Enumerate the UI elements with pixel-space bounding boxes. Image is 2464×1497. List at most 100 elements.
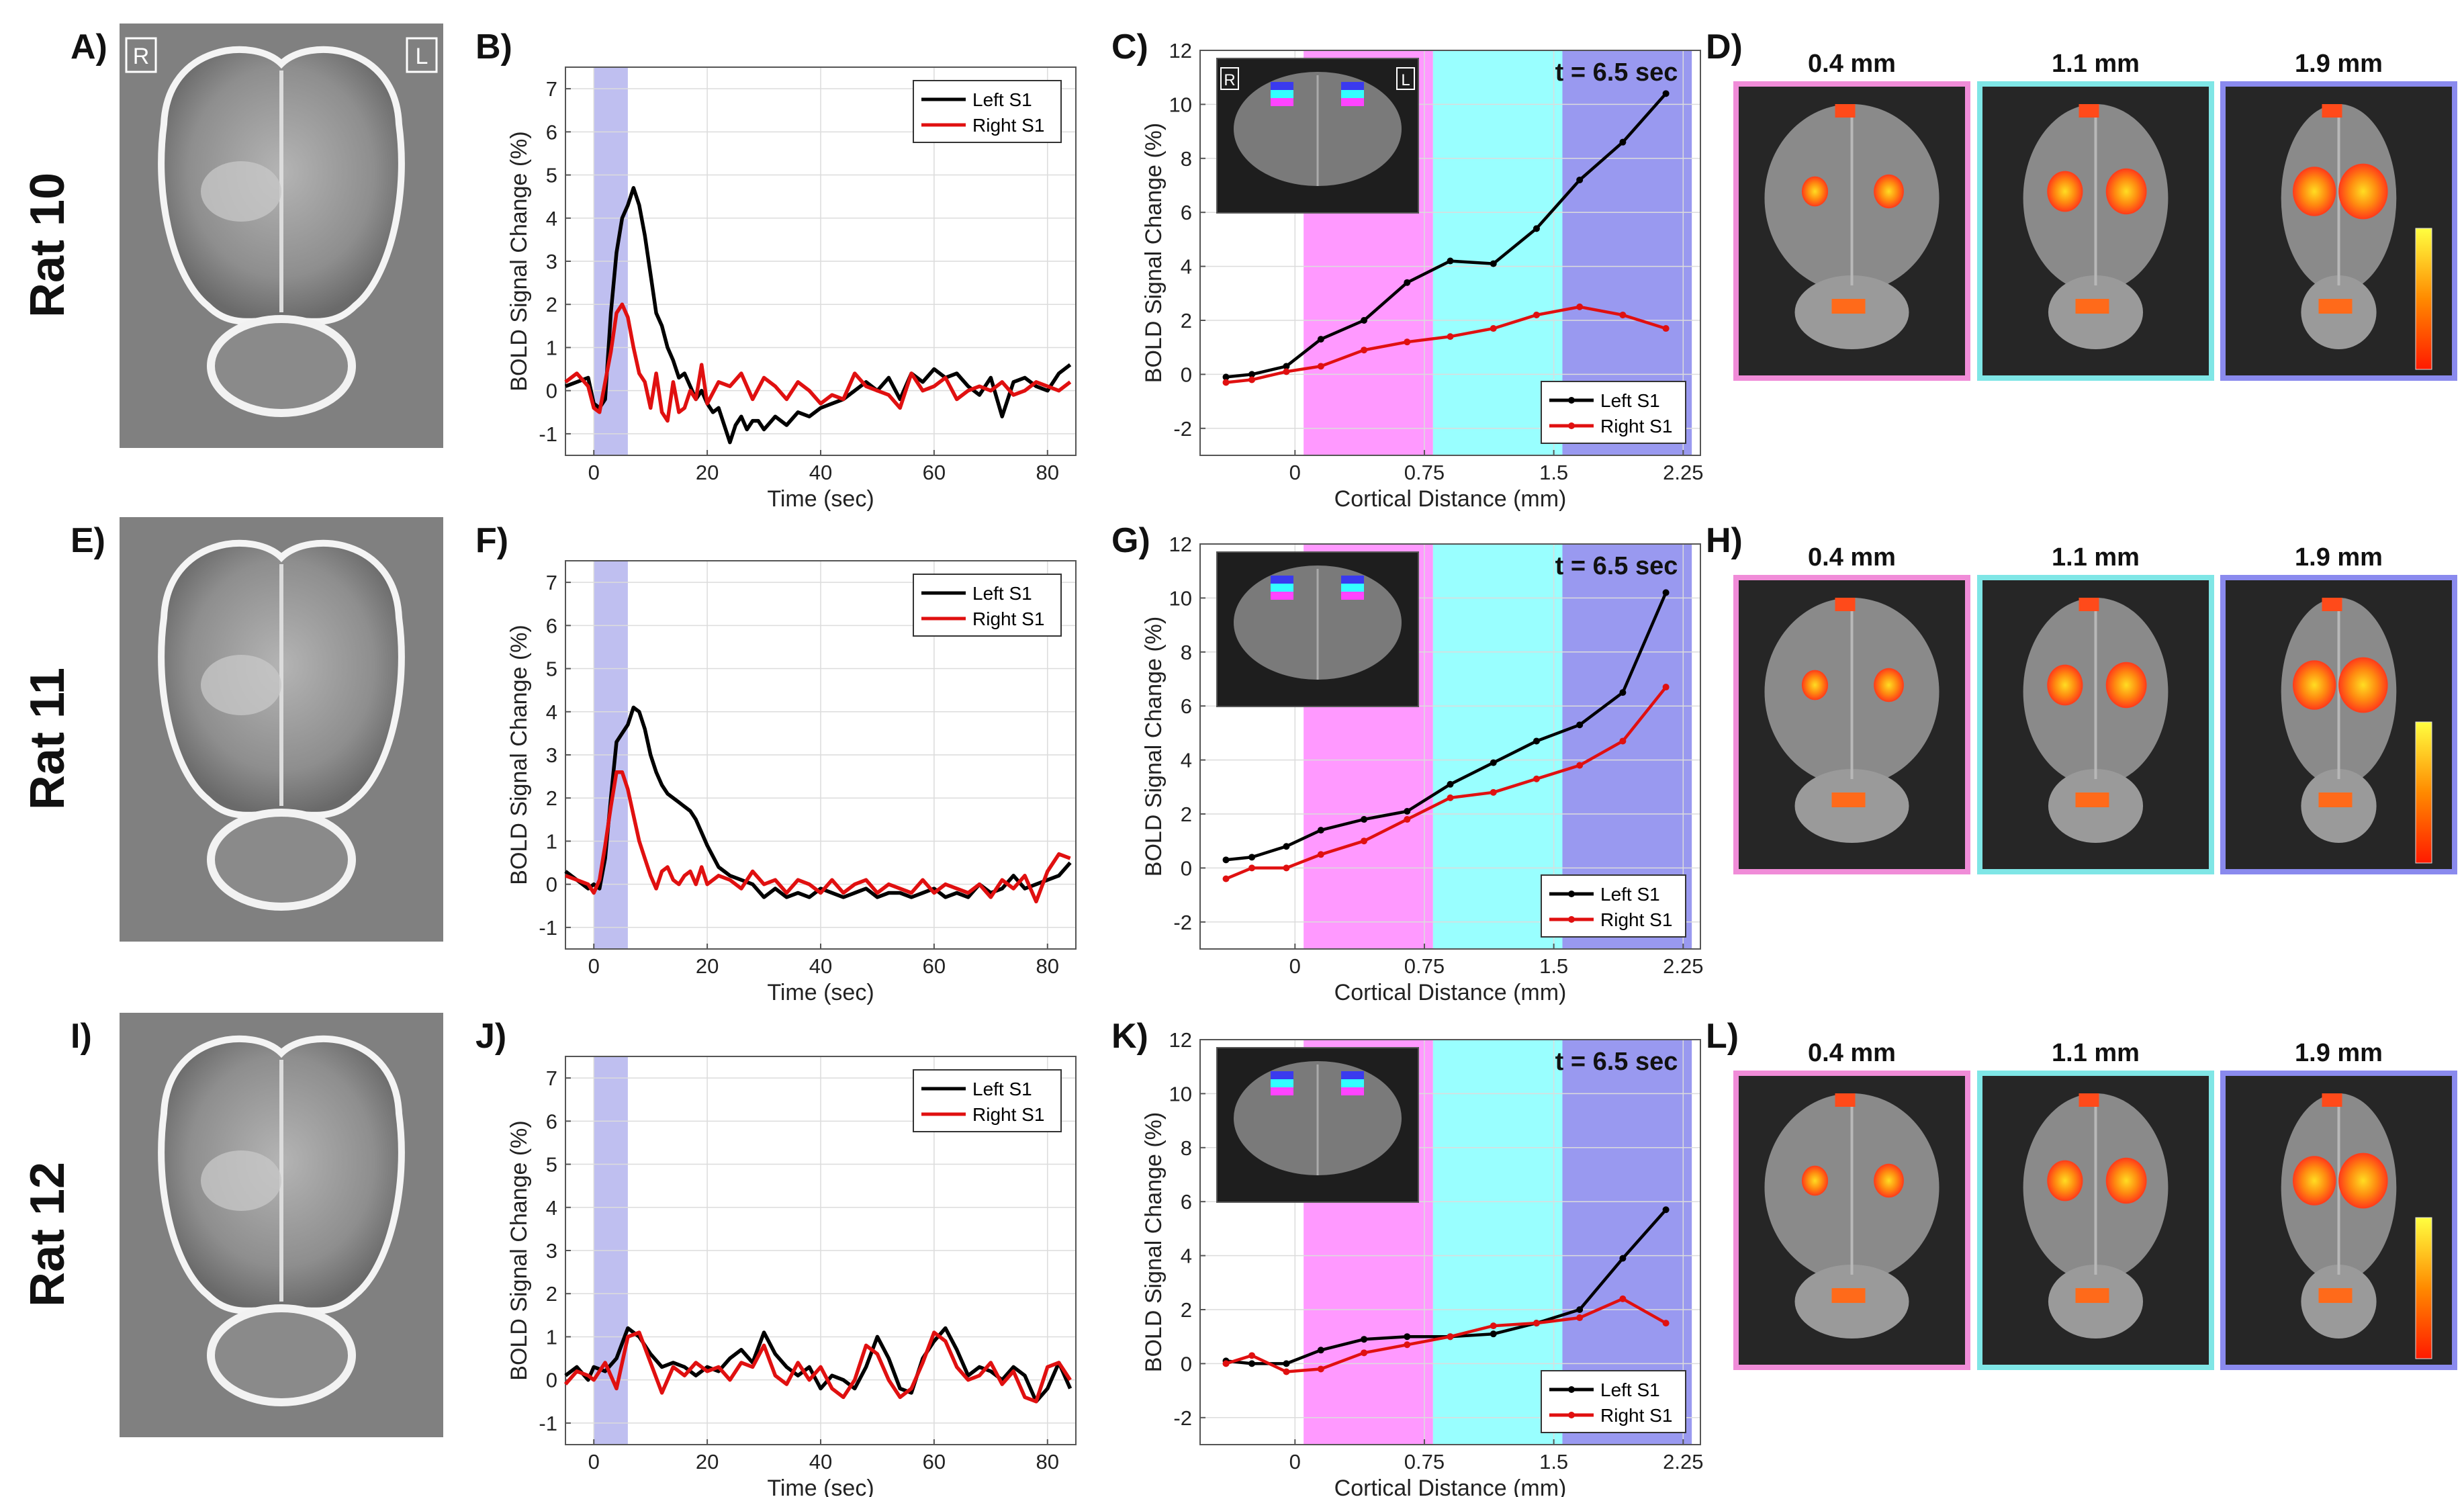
roi-layer-1 bbox=[1341, 1087, 1364, 1095]
x-tick-label: 80 bbox=[1036, 1450, 1059, 1473]
slice-image-1: 0.4 mm bbox=[1733, 50, 1970, 381]
roi-layer-3 bbox=[1271, 576, 1293, 584]
time-annotation: t = 6.5 sec bbox=[1555, 58, 1678, 87]
chart-F: F) 0 20 40 60 80 -1 0 1 2 3 4 5 6 7 Time (sec) BOLD Sign… bbox=[475, 521, 1077, 1005]
y-tick-label: 6 bbox=[1181, 201, 1192, 224]
slice-image-3: 1.9 mm bbox=[2220, 543, 2457, 874]
y-axis-label: BOLD Signal Change (%) bbox=[1141, 617, 1167, 876]
data-point bbox=[1576, 176, 1584, 183]
y-tick-label: 8 bbox=[1181, 1136, 1192, 1160]
activation-spot bbox=[2047, 171, 2083, 212]
y-axis-label: BOLD Signal Change (%) bbox=[1141, 123, 1167, 383]
roi-layer-2 bbox=[1271, 1079, 1293, 1087]
y-tick-label: 5 bbox=[546, 1153, 557, 1177]
data-point bbox=[1447, 794, 1454, 801]
y-tick-label: 0 bbox=[546, 873, 557, 897]
legend-box bbox=[913, 80, 1062, 143]
roi-layer-3 bbox=[1341, 1071, 1364, 1079]
y-tick-label: 3 bbox=[546, 743, 557, 767]
activation-spot bbox=[2105, 662, 2147, 709]
data-point bbox=[1248, 1352, 1256, 1359]
activation-spot bbox=[2047, 1160, 2083, 1201]
x-axis-label: Cortical Distance (mm) bbox=[1334, 1476, 1567, 1497]
activation-spot bbox=[2318, 299, 2353, 314]
data-point bbox=[1361, 347, 1368, 354]
x-tick-label: 0 bbox=[1289, 954, 1301, 978]
series-line-right-s1 bbox=[1226, 305, 1667, 384]
x-tick-label: 80 bbox=[1036, 461, 1059, 484]
y-tick-label: 4 bbox=[546, 700, 557, 724]
y-tick-label: 2 bbox=[546, 786, 557, 810]
panel-label: B) bbox=[475, 28, 512, 66]
cerebellum bbox=[207, 315, 356, 417]
rat-label: Rat 11 bbox=[21, 668, 75, 810]
panel-label: C) bbox=[1111, 28, 1148, 66]
legend-label: Right S1 bbox=[972, 608, 1044, 629]
data-point bbox=[1222, 856, 1230, 864]
y-axis-label: BOLD Signal Change (%) bbox=[506, 131, 532, 391]
x-tick-label: 0 bbox=[1289, 1450, 1301, 1473]
cerebellum bbox=[207, 1304, 356, 1406]
legend-label: Left S1 bbox=[1600, 1379, 1660, 1400]
x-tick-label: 2.25 bbox=[1663, 1450, 1703, 1473]
coronal-slice-inset bbox=[1216, 1047, 1419, 1203]
data-point bbox=[1490, 788, 1497, 796]
x-axis-label: Time (sec) bbox=[767, 486, 874, 512]
legend-marker bbox=[1568, 1386, 1575, 1393]
y-tick-label: 12 bbox=[1169, 533, 1192, 556]
series-line-left-s1 bbox=[564, 705, 1072, 899]
activation-blob bbox=[201, 1150, 281, 1211]
slice-image-3: 1.9 mm bbox=[2220, 1039, 2457, 1370]
activation-spot bbox=[1874, 174, 1904, 209]
colorbar bbox=[2415, 228, 2432, 370]
data-point bbox=[1576, 762, 1584, 769]
axes-frame bbox=[1199, 543, 1701, 950]
legend-marker bbox=[1568, 891, 1575, 897]
y-tick-label: 8 bbox=[1181, 641, 1192, 664]
x-tick-label: 1.5 bbox=[1539, 954, 1568, 978]
roi-layer-3 bbox=[1271, 82, 1293, 90]
x-tick-label: 0 bbox=[588, 1450, 600, 1473]
chart-G: G) 0 0.75 1.5 2.25 -2 0 2 4 6 8 10 12 Cortical Distan… bbox=[1111, 521, 1703, 1005]
panel-label: K) bbox=[1111, 1017, 1148, 1056]
data-point bbox=[1576, 721, 1584, 729]
data-point bbox=[1662, 90, 1670, 97]
data-point bbox=[1283, 1368, 1290, 1375]
data-point bbox=[1317, 363, 1324, 370]
slice-depth-title: 0.4 mm bbox=[1808, 1039, 1896, 1067]
y-tick-label: 3 bbox=[546, 250, 557, 273]
activation-spot bbox=[1835, 104, 1856, 118]
activation-spot bbox=[1874, 668, 1904, 702]
data-point bbox=[1361, 1349, 1368, 1357]
hemi-box-l bbox=[406, 37, 438, 73]
data-point bbox=[1404, 1333, 1411, 1341]
x-tick-label: 40 bbox=[809, 954, 832, 978]
activation-spot bbox=[2338, 657, 2388, 713]
activation-spot bbox=[1801, 176, 1829, 207]
chart-B: B) 0 20 40 60 80 -1 0 1 2 3 4 5 6 7 Time (sec) BOLD Sign… bbox=[475, 28, 1077, 512]
y-axis-label: BOLD Signal Change (%) bbox=[506, 625, 532, 884]
y-tick-label: 2 bbox=[1181, 803, 1192, 826]
x-axis-label: Cortical Distance (mm) bbox=[1334, 486, 1567, 512]
x-tick-label: 0 bbox=[588, 461, 600, 484]
y-tick-label: 1 bbox=[546, 1325, 557, 1349]
hemi-label-l: L bbox=[416, 44, 428, 69]
data-point bbox=[1248, 371, 1256, 378]
x-axis-label: Cortical Distance (mm) bbox=[1334, 980, 1567, 1005]
x-tick-label: 0.75 bbox=[1404, 1450, 1445, 1473]
data-point bbox=[1317, 1365, 1324, 1373]
slice-depth-title: 1.1 mm bbox=[2052, 543, 2140, 572]
y-tick-label: 7 bbox=[546, 1067, 557, 1090]
rat-label: Rat 12 bbox=[21, 1162, 75, 1307]
data-point bbox=[1222, 1360, 1230, 1367]
x-tick-label: 2.25 bbox=[1663, 461, 1703, 484]
legend-label: Right S1 bbox=[972, 115, 1044, 136]
colorbar bbox=[2415, 1217, 2432, 1359]
roi-layer-2 bbox=[1341, 584, 1364, 592]
data-point bbox=[1361, 816, 1368, 823]
data-point bbox=[1361, 837, 1368, 845]
slice-depth-title: 1.9 mm bbox=[2295, 543, 2383, 572]
